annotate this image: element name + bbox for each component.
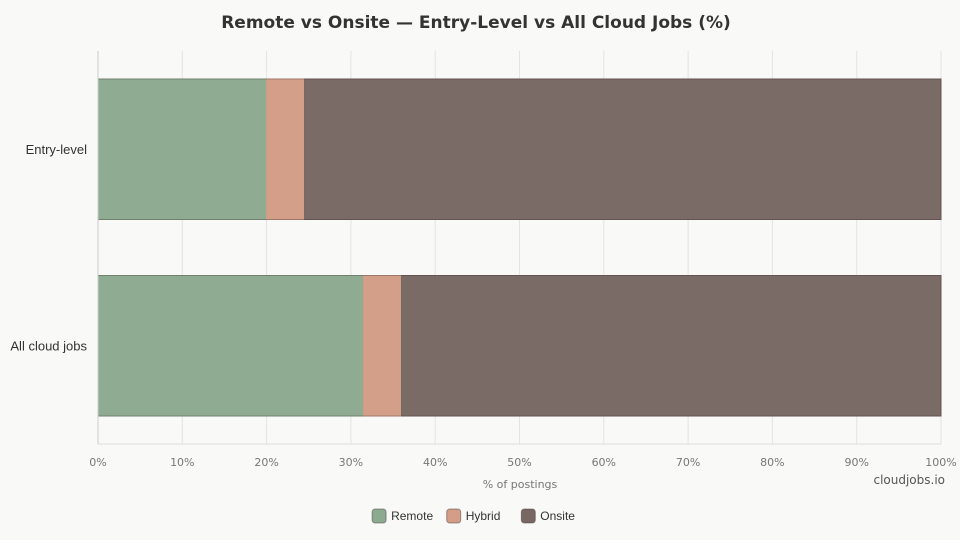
bar-hybrid-entry-level (266, 78, 306, 220)
bar-onsite-all-cloud-jobs (400, 275, 942, 417)
source-label: cloudjobs.io (873, 473, 945, 487)
x-tick-label: 20% (254, 456, 278, 469)
x-tick-label: 10% (170, 456, 194, 469)
bar-onsite-entry-level (304, 78, 942, 220)
x-tick-label: 40% (423, 456, 447, 469)
x-tick-label: 60% (592, 456, 616, 469)
legend-label-hybrid: Hybrid (466, 509, 501, 523)
category-labels: Entry-level All cloud jobs (10, 142, 87, 354)
bars (97, 78, 942, 417)
legend: Remote Hybrid Onsite (371, 508, 575, 524)
x-axis-title: % of postings (483, 478, 558, 491)
x-tick-label: 0% (89, 456, 106, 469)
chart-title: Remote vs Onsite — Entry-Level vs All Cl… (221, 13, 731, 33)
category-label: All cloud jobs (10, 338, 87, 353)
x-tick-label: 30% (339, 456, 363, 469)
x-tick-label: 90% (844, 456, 868, 469)
x-tick-label: 100% (925, 456, 956, 469)
x-tick-label: 50% (507, 456, 531, 469)
bar-remote-entry-level (97, 78, 268, 220)
x-tick-label: 80% (760, 456, 784, 469)
legend-swatch-remote (371, 508, 387, 524)
x-tick-label: 70% (676, 456, 700, 469)
legend-swatch-onsite (520, 508, 536, 524)
legend-swatch-hybrid (446, 508, 462, 524)
x-tick-labels: 0% 10% 20% 30% 40% 50% 60% 70% 80% 90% 100% (89, 456, 956, 469)
category-label: Entry-level (26, 142, 88, 157)
bar-hybrid-all-cloud-jobs (363, 275, 402, 417)
bar-remote-all-cloud-jobs (97, 275, 365, 417)
legend-label-remote: Remote (391, 509, 433, 523)
legend-label-onsite: Onsite (540, 509, 575, 523)
